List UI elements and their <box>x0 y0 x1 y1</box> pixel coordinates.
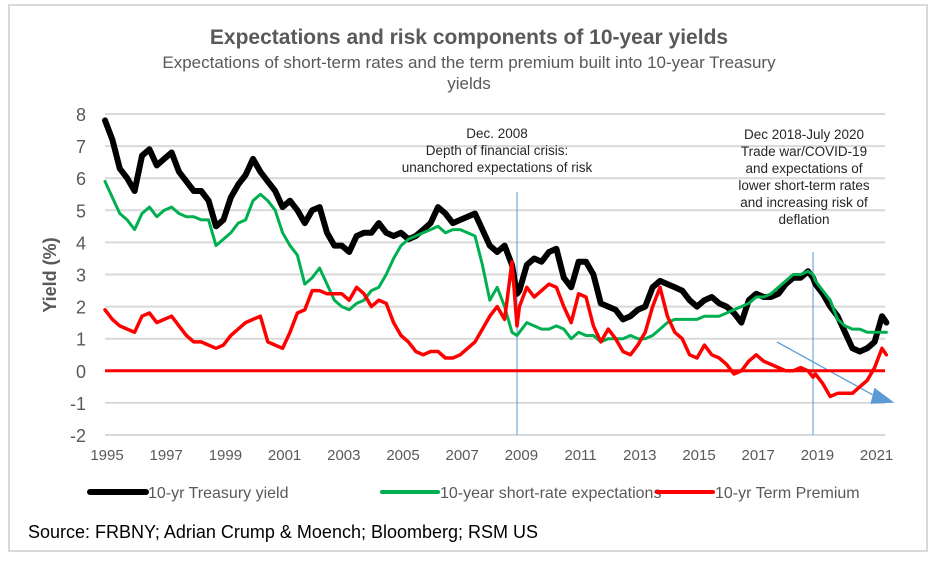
legend-label: 10-year short-rate expectations <box>440 485 661 502</box>
chart-subtitle-text: Expectations of short-term rates and the… <box>162 53 776 93</box>
x-tick-label: 2001 <box>268 447 301 464</box>
gridlines <box>105 113 885 436</box>
x-tick-label: 2021 <box>860 447 893 464</box>
x-tick-label: 2015 <box>682 447 715 464</box>
annotations: Dec. 2008 Depth of financial crisis: unanc… <box>402 126 870 227</box>
trend-arrow-head <box>870 387 895 404</box>
source-note: Source: FRBNY; Adrian Crump & Moench; Bl… <box>28 522 539 542</box>
y-tick-label: -2 <box>70 426 86 446</box>
y-tick-label: 6 <box>76 169 86 189</box>
x-tick-label: 2017 <box>742 447 775 464</box>
x-tick-label: 1995 <box>90 447 123 464</box>
chart-title: Expectations and risk components of 10-y… <box>209 26 729 49</box>
y-tick-label: 2 <box>76 298 86 318</box>
x-tick-label: 2005 <box>386 447 419 464</box>
legend-label: 10-yr Term Premium <box>715 485 860 502</box>
y-axis-label: Yield (%) <box>40 237 60 312</box>
legend: 10-yr Treasury yield 10-year short-rate e… <box>87 485 860 502</box>
y-tick-label: 3 <box>76 266 86 286</box>
series-line-2 <box>103 259 889 399</box>
annotation-text: deflation <box>778 212 829 227</box>
annotation-text: Depth of financial crisis: <box>426 143 569 158</box>
legend-item: 10-yr Treasury yield <box>87 485 289 502</box>
y-tick-label: -1 <box>70 394 86 414</box>
x-axis-ticks: 1995 1997 1999 2001 2003 2005 2007 2009 2011 2013… <box>90 447 893 464</box>
y-tick-label: 4 <box>76 233 86 253</box>
x-tick-label: 2003 <box>327 447 360 464</box>
x-tick-label: 1999 <box>209 447 242 464</box>
chart-frame <box>8 4 928 552</box>
x-tick-label: 2009 <box>505 447 538 464</box>
chart-subtitle: Expectations of short-term rates and the… <box>0 52 938 94</box>
x-tick-label: 1997 <box>150 447 183 464</box>
x-tick-label: 2011 <box>564 447 596 464</box>
annotation-text: unanchored expectations of risk <box>402 160 593 175</box>
annotation-text: Dec 2018-July 2020 <box>744 127 864 142</box>
y-tick-label: 8 <box>76 105 86 125</box>
legend-item: 10-year short-rate expectations <box>380 485 661 502</box>
annotation-text: Dec. 2008 <box>466 126 528 141</box>
legend-item: 10-yr Term Premium <box>655 485 860 502</box>
x-tick-label: 2013 <box>623 447 656 464</box>
y-tick-label: 1 <box>76 330 86 350</box>
annotation-text: and increasing risk of <box>740 195 868 210</box>
annotation-text: and expectations of <box>745 161 862 176</box>
y-tick-label: 0 <box>76 362 86 382</box>
y-tick-label: 5 <box>76 201 86 221</box>
x-tick-label: 2019 <box>801 447 834 464</box>
x-tick-label: 2007 <box>446 447 479 464</box>
annotation-text: lower short-term rates <box>738 178 870 193</box>
trend-arrow-line <box>776 341 873 396</box>
legend-label: 10-yr Treasury yield <box>148 485 289 502</box>
y-tick-label: 7 <box>76 137 86 157</box>
y-axis-ticks: 8 7 6 5 4 3 2 1 0 -1 -2 <box>70 105 86 446</box>
series-lines <box>102 117 890 399</box>
annotation-text: Trade war/COVID-19 <box>741 144 867 159</box>
